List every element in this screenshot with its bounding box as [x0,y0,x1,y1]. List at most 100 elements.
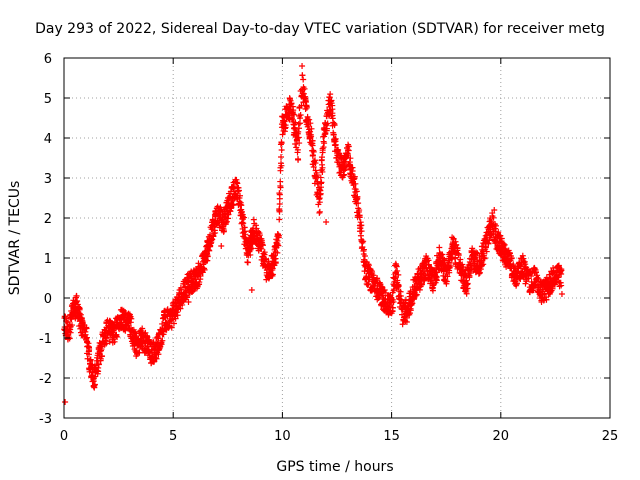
data-point [330,131,337,138]
data-point [481,255,488,262]
data-point [460,263,467,270]
data-point [277,182,284,189]
data-point [296,120,303,127]
data-point [168,317,175,324]
data-point [395,271,402,278]
data-point [389,304,396,311]
data-point [317,187,324,194]
grid-lines [64,58,610,418]
y-tick-label: 2 [44,212,52,227]
data-point [299,72,306,79]
y-tick-label: -2 [39,372,52,387]
y-tick-label: 0 [44,292,52,307]
data-point [139,325,146,332]
data-point [428,278,435,285]
data-point [66,335,73,342]
data-point [188,288,195,295]
data-point [168,324,175,331]
data-point [425,261,432,268]
data-point [528,273,535,280]
data-point [300,76,307,83]
data-point [344,147,351,153]
data-point [259,241,266,248]
data-point [342,165,349,172]
data-point [381,287,388,294]
data-point [413,291,420,298]
data-point [349,164,356,171]
data-point [331,136,338,143]
data-point [239,211,246,218]
data-point [269,271,276,278]
data-point [218,243,225,249]
data-point [236,198,243,205]
data-point [288,100,295,107]
data-point [155,351,162,358]
data-point [301,85,308,92]
data-point [292,141,299,148]
data-point [272,255,279,262]
data-point [466,274,473,281]
data-point [247,251,254,258]
y-tick-label: -3 [39,412,52,427]
data-point [196,279,203,286]
data-point [399,321,406,328]
data-point [534,274,541,281]
data-point [459,267,466,274]
data-point [322,130,329,137]
data-point [351,173,358,180]
data-point [206,247,213,254]
data-point [275,242,282,249]
data-point [172,315,179,322]
data-point [316,195,323,202]
data-point [195,260,202,267]
data-point [185,299,192,305]
data-point [436,244,443,251]
data-point [358,222,365,229]
data-point [473,249,480,256]
data-point [313,172,320,179]
data-point [433,269,440,276]
data-point [239,219,246,226]
data-point [487,234,494,241]
data-point [258,245,265,252]
y-tick-label: -1 [39,332,52,347]
data-point [223,218,230,225]
data-point [318,154,325,161]
data-point [91,381,98,388]
data-point [247,244,254,251]
data-point [329,106,336,113]
data-point [360,238,367,245]
data-point [543,294,550,301]
data-point [114,333,121,340]
data-point [365,280,372,287]
x-axis-label: GPS time / hours [276,459,393,475]
data-point [136,349,143,356]
y-tick-label: 1 [44,252,52,267]
data-point [102,337,109,344]
y-tick-label: 4 [44,132,52,147]
data-point [248,245,255,252]
y-tick-label: 5 [44,92,52,107]
data-point [306,116,313,123]
data-point [498,235,505,242]
data-point [476,269,483,276]
x-tick-label: 20 [493,429,510,444]
data-point [332,141,339,148]
data-point [111,338,118,345]
data-point [361,253,368,260]
data-point [86,346,93,353]
data-point [83,334,90,341]
data-point [298,102,305,109]
data-point [364,281,371,288]
data-points [61,63,565,405]
data-point [443,278,450,285]
data-point [87,356,94,363]
data-point [74,297,81,304]
data-point [281,118,288,125]
data-point [110,327,117,334]
data-point [353,188,360,195]
data-point [260,250,267,257]
data-point [439,251,446,258]
data-point [558,267,565,274]
